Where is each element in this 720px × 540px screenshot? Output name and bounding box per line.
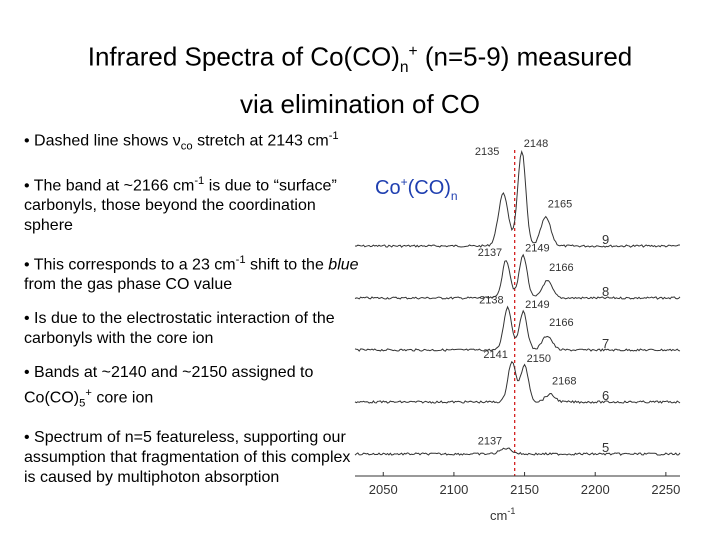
spectrum-n8: [354, 253, 681, 300]
x-tick-label-2050: 2050: [369, 482, 398, 497]
bullet-5-text-b: core ion: [91, 389, 154, 407]
spectrum-n6: [354, 360, 681, 404]
peak-label-7-2138: 2138: [479, 294, 503, 306]
bullet-1-text-a: • Dashed line shows ν: [24, 132, 181, 150]
peak-label-6-2168: 2168: [552, 375, 576, 387]
bullet-list: • Dashed line shows νco stretch at 2143 …: [24, 126, 360, 502]
bullet-4: • Is due to the electrostatic interactio…: [24, 309, 360, 349]
x-tick-label-2150: 2150: [510, 482, 539, 497]
bullet-3-sup: -1: [235, 253, 246, 266]
peak-label-9-2165: 2165: [548, 199, 572, 211]
bullet-5-sup: +: [85, 387, 92, 400]
peak-label-8-2166: 2166: [549, 262, 573, 274]
peak-label-9-2148: 2148: [524, 138, 548, 150]
bullet-4-text: • Is due to the electrostatic interactio…: [24, 310, 335, 348]
bullet-3-text-a: • This corresponds to a 23 cm: [24, 256, 236, 274]
bullet-5-text-a: • Bands at ~2140 and ~2150 assigned to C…: [24, 364, 314, 407]
x-axis-label: cm-1: [490, 506, 515, 523]
slide-title: Infrared Spectra of Co(CO)n+ (n=5-9) mea…: [0, 34, 720, 122]
bullet-3-text-b: shift to the: [245, 256, 329, 274]
series-label-n5: 5: [602, 440, 609, 455]
bullet-6-text: • Spectrum of n=5 featureless, supportin…: [24, 428, 351, 486]
peak-label-8-2137: 2137: [478, 247, 502, 259]
series-label-n9: 9: [602, 232, 609, 247]
bullet-5: • Bands at ~2140 and ~2150 assigned to C…: [24, 363, 360, 414]
peak-label-5-2137: 2137: [478, 435, 502, 447]
bullet-1-sub: co: [180, 140, 193, 153]
bullet-5-sub: 5: [79, 397, 86, 410]
x-tick-label-2100: 2100: [439, 482, 468, 497]
spectrum-n9: [354, 149, 680, 248]
series-label-n6: 6: [602, 388, 609, 403]
peak-label-6-2150: 2150: [527, 353, 551, 365]
x-tick-label-2200: 2200: [581, 482, 610, 497]
title-subscript: n: [399, 58, 409, 76]
bullet-2-text-b: is due to “surface” carbonyls, those bey…: [24, 176, 337, 234]
peak-label-8-2149: 2149: [525, 242, 549, 254]
series-label-n8: 8: [602, 284, 609, 299]
bullet-3-text-c: from the gas phase CO value: [24, 276, 233, 294]
bullet-6: • Spectrum of n=5 featureless, supportin…: [24, 428, 360, 488]
peak-label-7-2166: 2166: [549, 317, 573, 329]
spectrum-n7: [354, 305, 681, 352]
title-line-1: Infrared Spectra of Co(CO)n+ (n=5-9) mea…: [0, 34, 720, 86]
bullet-1-sup: -1: [328, 130, 339, 142]
bullet-1-text-b: stretch at 2143 cm: [192, 132, 329, 150]
species-label: Co+(CO)n: [375, 175, 458, 203]
title-text-b: (n=5-9) measured: [417, 41, 633, 72]
bullet-3-italic: blue: [328, 256, 359, 274]
bullet-2-sup: -1: [194, 174, 205, 187]
title-superscript: +: [408, 43, 418, 60]
peak-label-6-2141: 2141: [483, 349, 507, 361]
series-label-n7: 7: [602, 336, 609, 351]
peak-label-9-2135: 2135: [475, 146, 499, 158]
title-line-2: via elimination of CO: [240, 88, 480, 119]
title-text-a: Infrared Spectra of Co(CO): [87, 41, 400, 72]
spectrum-n5: [354, 447, 681, 456]
peak-label-7-2149: 2149: [525, 299, 549, 311]
bullet-1: • Dashed line shows νco stretch at 2143 …: [24, 126, 360, 157]
x-tick-label-2250: 2250: [651, 482, 680, 497]
bullet-2-text-a: • The band at ~2166 cm: [24, 176, 195, 194]
bullet-3: • This corresponds to a 23 cm-1 shift to…: [24, 250, 360, 295]
bullet-2: • The band at ~2166 cm-1 is due to “surf…: [24, 171, 360, 236]
